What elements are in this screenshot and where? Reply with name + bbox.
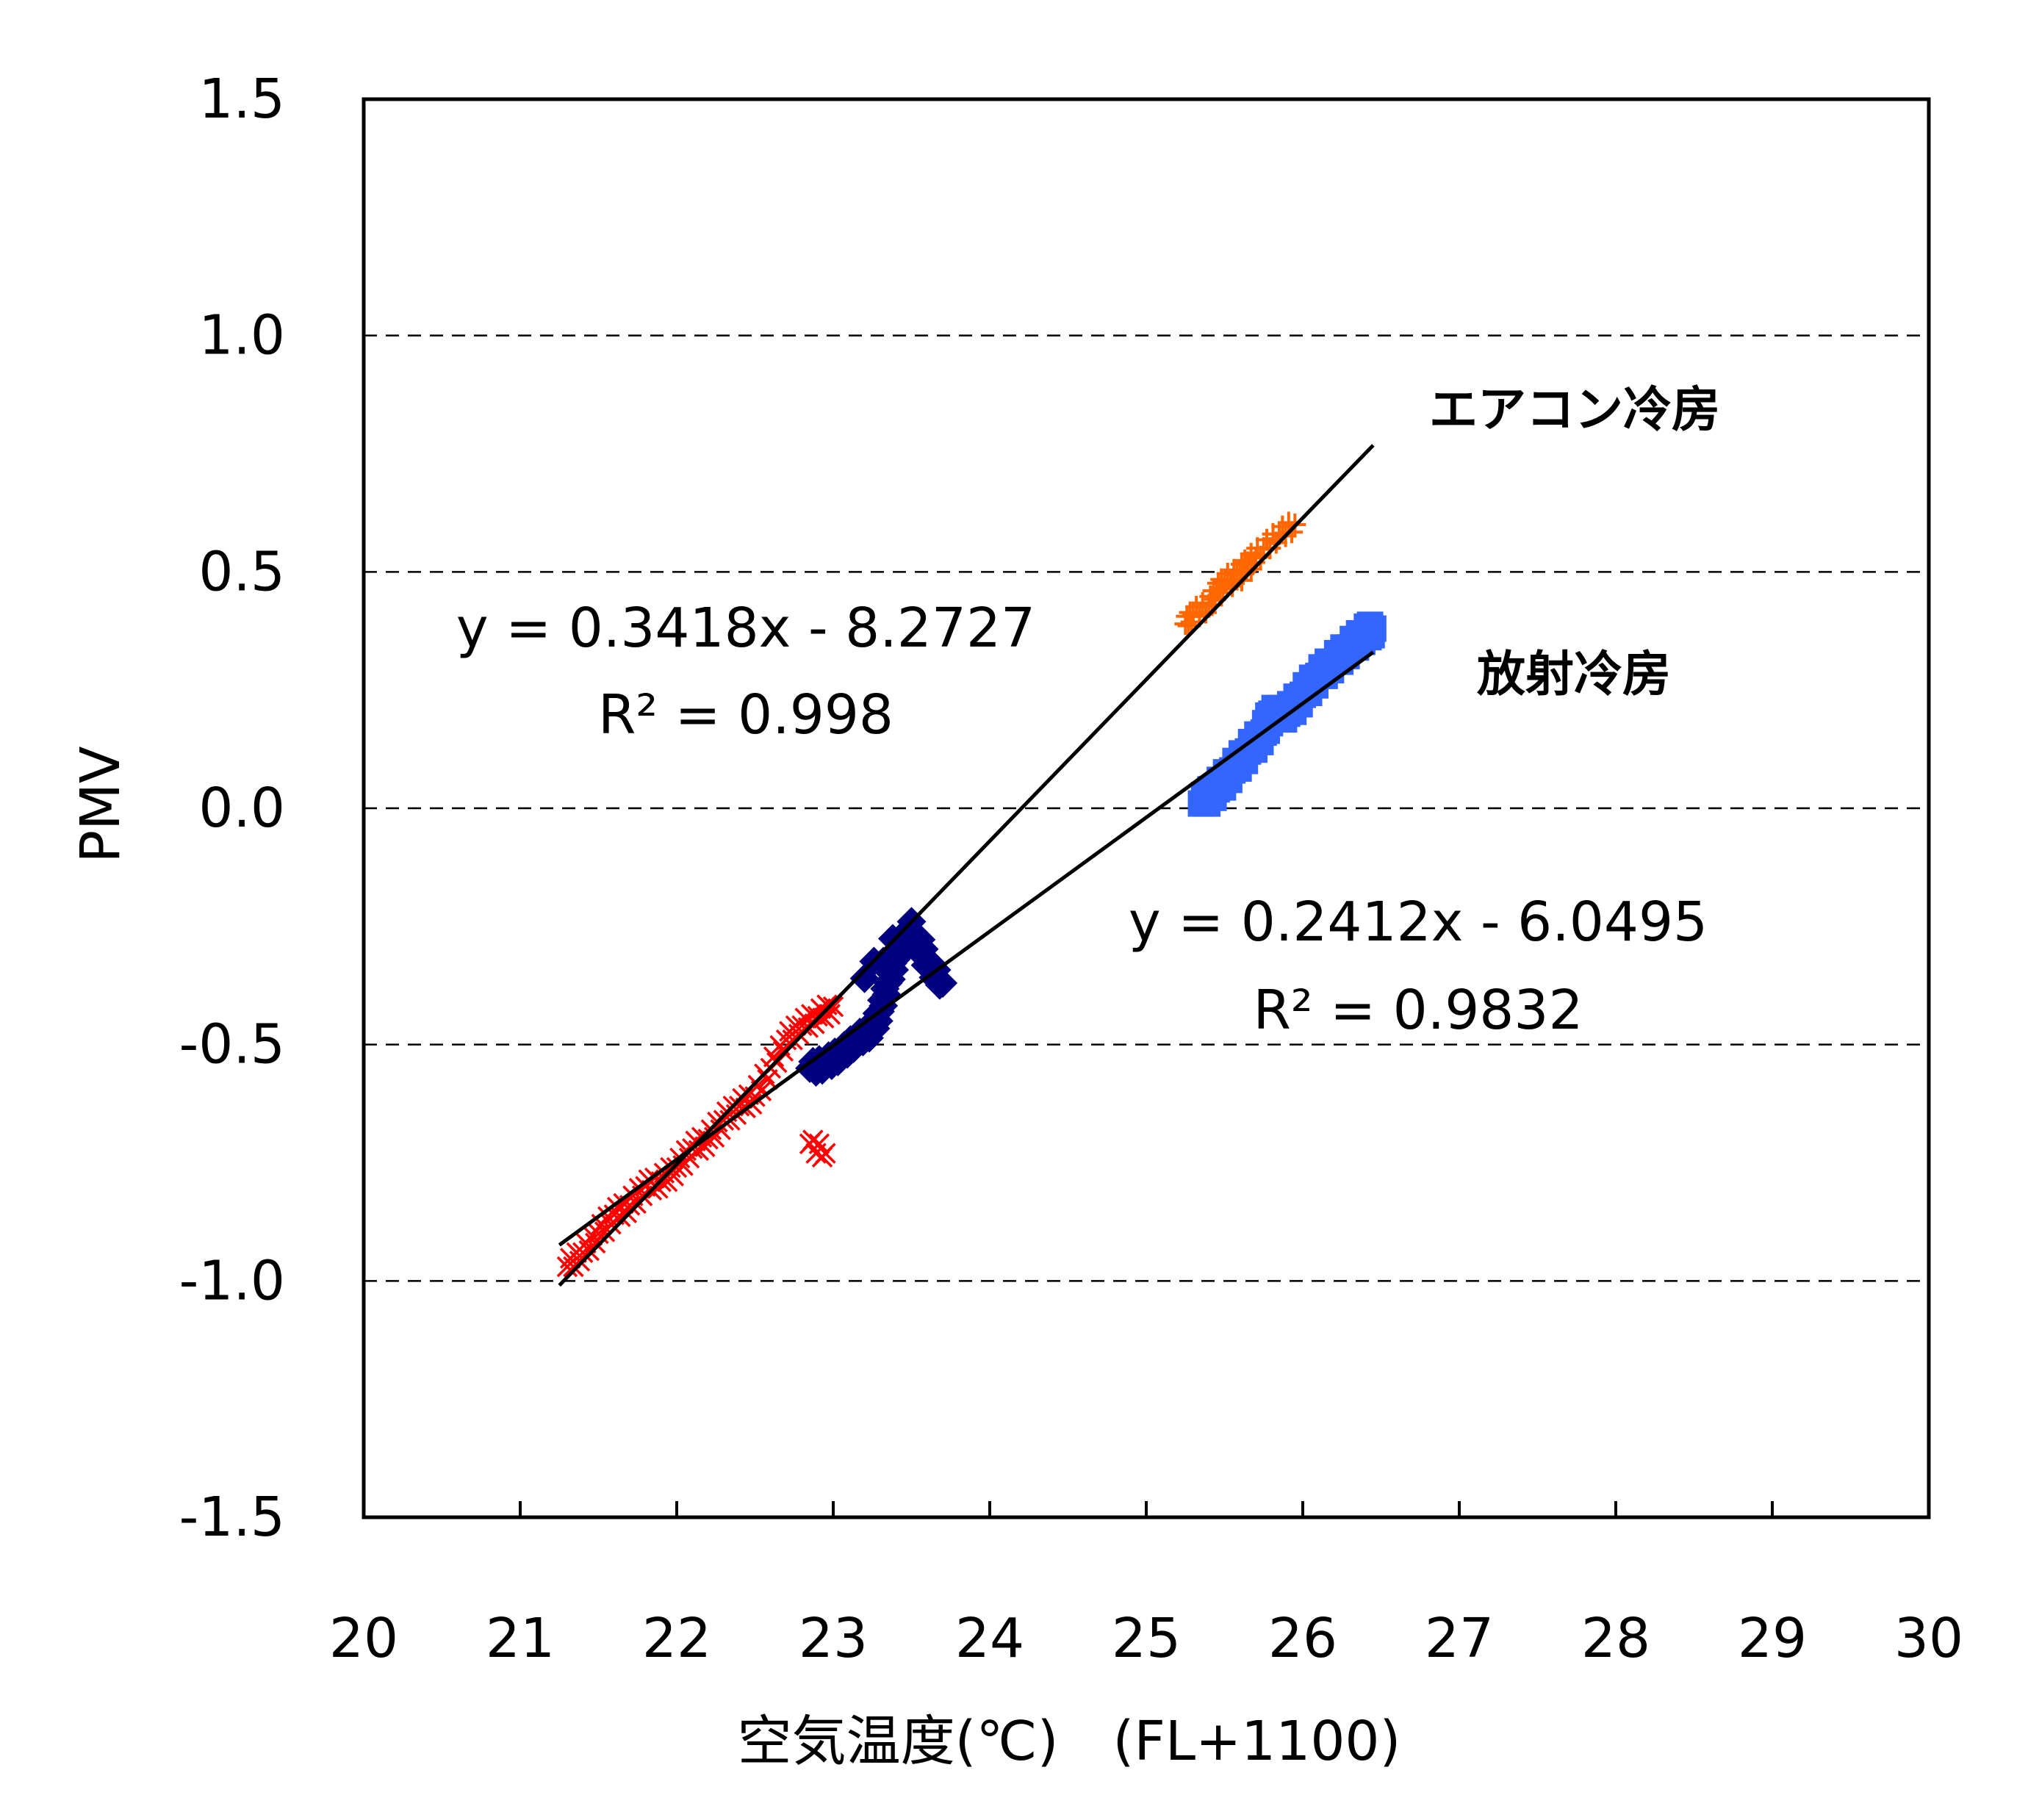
y-axis-title: PMV xyxy=(69,746,132,863)
x-axis-title: 空気温度(℃) (FL+1100) xyxy=(738,1710,1401,1773)
y-tick-label: -0.5 xyxy=(179,1013,285,1076)
axis-ticks xyxy=(362,1501,1930,1517)
series-label-radiant: 放射冷房 xyxy=(1477,646,1671,702)
data-point xyxy=(822,996,844,1018)
y-tick-label: 0.5 xyxy=(198,540,285,603)
data-point xyxy=(1209,581,1231,604)
data-point xyxy=(815,1143,836,1164)
data-point xyxy=(819,1004,841,1025)
trend-equation-aircon: y = 0.3418x - 8.2727 xyxy=(456,597,1035,660)
x-tick-label: 23 xyxy=(799,1607,868,1670)
trendline-1 xyxy=(558,650,1375,1247)
x-tick-label: 29 xyxy=(1738,1607,1807,1670)
x-tick-label: 22 xyxy=(642,1607,711,1670)
y-axis-tick-labels: 1.5 1.0 0.5 0.0 -0.5 -1.0 -1.5 xyxy=(179,68,285,1549)
series-label-aircon: エアコン冷房 xyxy=(1429,381,1720,438)
data-point xyxy=(1235,552,1258,575)
x-tick-label: 30 xyxy=(1894,1607,1963,1670)
trendlines xyxy=(558,444,1375,1287)
data-point xyxy=(647,1178,669,1199)
grid-lines xyxy=(364,334,1929,1282)
data-point xyxy=(1359,615,1387,642)
data-point xyxy=(808,1133,830,1155)
x-tick-label: 21 xyxy=(486,1607,555,1670)
data-point xyxy=(581,1225,603,1246)
data-point xyxy=(763,1046,785,1068)
data-point xyxy=(928,968,958,999)
data-point xyxy=(610,1206,631,1228)
y-tick-label: -1.5 xyxy=(179,1486,285,1549)
x-tick-label: 27 xyxy=(1425,1607,1494,1670)
x-tick-label: 20 xyxy=(329,1607,398,1670)
data-point xyxy=(1221,575,1244,597)
y-tick-label: 0.0 xyxy=(198,777,285,840)
y-tick-label: 1.0 xyxy=(198,304,285,367)
x-tick-label: 25 xyxy=(1112,1607,1181,1670)
y-tick-label: -1.0 xyxy=(179,1249,285,1312)
x-tick-label: 24 xyxy=(955,1607,1024,1670)
series-3 xyxy=(1187,611,1387,817)
r-squared-aircon: R² = 0.998 xyxy=(598,683,893,747)
x-tick-label: 28 xyxy=(1581,1607,1650,1670)
data-point xyxy=(869,946,899,976)
x-axis-tick-labels: 20 21 22 23 24 25 26 27 28 29 30 xyxy=(329,1607,1963,1670)
data-point xyxy=(747,1074,769,1096)
data-point xyxy=(688,1140,710,1162)
data-point xyxy=(813,1007,835,1029)
data-point xyxy=(1226,564,1248,586)
x-tick-label: 26 xyxy=(1268,1607,1337,1670)
y-tick-label: 1.5 xyxy=(198,68,285,131)
r-squared-radiant: R² = 0.9832 xyxy=(1253,979,1583,1042)
trend-equation-radiant: y = 0.2412x - 6.0495 xyxy=(1129,891,1708,954)
